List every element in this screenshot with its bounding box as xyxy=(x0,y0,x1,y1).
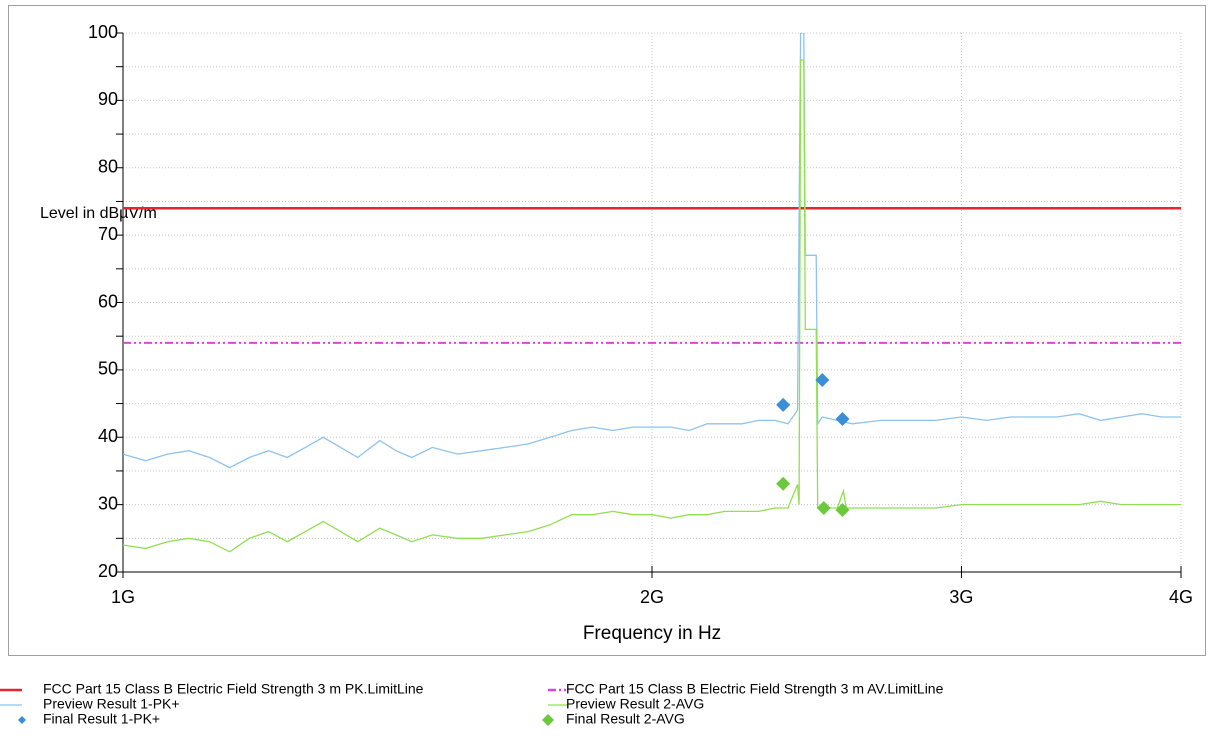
trace xyxy=(123,59,1181,553)
y-tick-label: 100 xyxy=(88,22,118,42)
y-tick-label: 70 xyxy=(98,224,118,244)
y-tick-label: 80 xyxy=(98,157,118,177)
trace xyxy=(123,33,1181,469)
final-result-marker xyxy=(835,412,850,427)
legend-label: Preview Result 2-AVG xyxy=(566,696,704,712)
legend-label: Final Result 1-PK+ xyxy=(43,711,160,727)
legend-marker xyxy=(542,714,554,726)
x-tick-label: 2G xyxy=(640,587,664,607)
y-tick-label: 50 xyxy=(98,359,118,379)
legend-label: FCC Part 15 Class B Electric Field Stren… xyxy=(566,681,944,697)
y-tick-label: 40 xyxy=(98,426,118,446)
x-tick-label: 1G xyxy=(111,587,135,607)
legend-label: Preview Result 1-PK+ xyxy=(43,696,180,712)
final-result-marker xyxy=(815,372,830,387)
legend-label: Final Result 2-AVG xyxy=(566,711,685,727)
frame xyxy=(8,5,1206,656)
final-result-marker xyxy=(776,397,791,412)
final-result-marker xyxy=(816,500,831,515)
final-result-marker xyxy=(835,503,850,518)
x-tick-label: 4G xyxy=(1169,587,1193,607)
x-tick-label: 3G xyxy=(949,587,973,607)
final-result-marker xyxy=(776,476,791,491)
y-tick-label: 90 xyxy=(98,89,118,109)
x-axis-label: Frequency in Hz xyxy=(583,623,721,644)
plot-area xyxy=(123,33,1181,553)
legend-marker xyxy=(18,716,26,724)
y-tick-label: 20 xyxy=(98,561,118,581)
y-tick-label: 30 xyxy=(98,493,118,513)
y-axis-label: Level in dBµV/m xyxy=(40,205,157,222)
y-tick-label: 60 xyxy=(98,291,118,311)
legend-label: FCC Part 15 Class B Electric Field Stren… xyxy=(43,681,424,697)
